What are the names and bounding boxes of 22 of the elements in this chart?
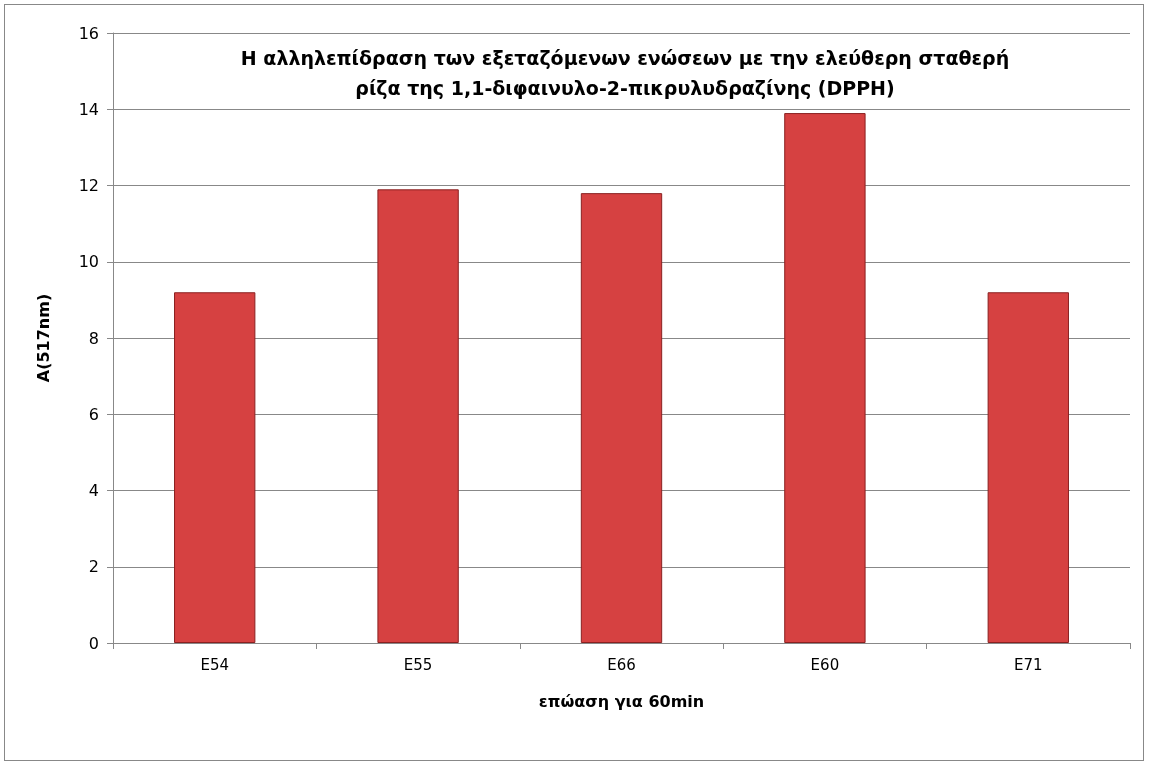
- bar: [987, 292, 1069, 643]
- x-tick-label: E71: [1014, 655, 1043, 674]
- y-tick-label: 4: [88, 481, 99, 500]
- text: Η αλληλεπίδραση των εξεταζόμενων ενώσεων με την ελεύθερη σταθερή ρίζα της 1,1-διφαινυλο-2-πικρυλυδραζίνης (DPPH): [240, 47, 1010, 99]
- x-tick-label: E60: [810, 655, 840, 674]
- y-tick-label: 14: [78, 99, 99, 119]
- bar: [580, 193, 663, 643]
- y-tick-label: 0: [88, 633, 99, 653]
- y-tick-label: 8: [88, 328, 99, 348]
- bar: [377, 189, 459, 643]
- x-tick-label: E54: [200, 655, 229, 674]
- x-tick-label: E66: [607, 655, 636, 674]
- x-axis-title: επώαση για 60min: [538, 691, 705, 711]
- y-tick-label: 6: [88, 404, 99, 424]
- y-tick-label: 12: [78, 176, 99, 195]
- y-axis-title: A(517nm): [33, 293, 53, 383]
- bar: [174, 292, 256, 643]
- y-tick-label: 10: [78, 252, 99, 272]
- bar: [784, 113, 866, 643]
- y-tick-label: 16: [78, 23, 99, 43]
- y-tick-label: 2: [88, 557, 99, 577]
- x-tick-label: E55: [403, 655, 433, 674]
